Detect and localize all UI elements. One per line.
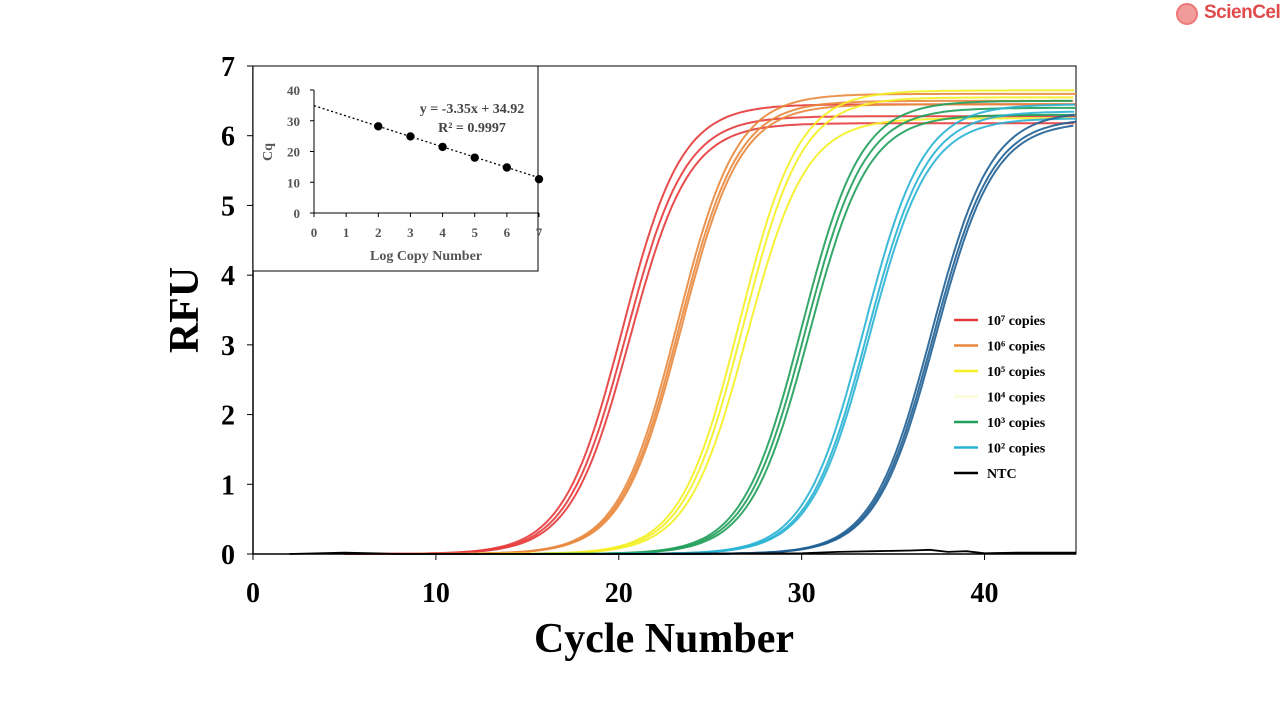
x-tick-label: 10 <box>422 578 450 609</box>
inset-x-ticks: 0 1 2 3 4 5 6 7 <box>311 213 543 240</box>
legend-label: 10⁶ copies <box>987 340 1046 355</box>
brand-logo: ScienCell <box>1174 0 1280 34</box>
x-tick-label: 40 <box>971 578 999 609</box>
legend-label: 10⁴ copies <box>987 391 1046 406</box>
inset-x-tick-label: 7 <box>536 225 543 240</box>
legend-label: NTC <box>987 467 1017 482</box>
inset-trendline <box>313 105 540 179</box>
inset-r-squared: R² = 0.9997 <box>438 121 506 136</box>
legend-label: 10³ copies <box>987 416 1046 431</box>
y-tick-label: 4 <box>221 261 235 292</box>
inset-y-tick-label: 40 <box>287 83 300 98</box>
x-axis-ticks: 0 10 20 30 40 <box>246 554 999 609</box>
inset-data-point <box>374 122 383 131</box>
x-tick-label: 0 <box>246 578 260 609</box>
inset-x-tick-label: 4 <box>439 225 446 240</box>
y-tick-label: 7 <box>221 52 235 83</box>
inset-y-tick-label: 20 <box>287 145 300 160</box>
inset-equation: y = -3.35x + 34.92 <box>420 102 525 117</box>
amplification-curve <box>531 113 1076 555</box>
inset-data-point <box>406 132 415 141</box>
standard-curve-inset: 0 1 2 3 4 5 6 7 0 10 20 30 40 y = -3.35x + 34.92 R²… <box>252 65 544 272</box>
inset-y-ticks: 0 10 20 30 40 <box>287 83 314 221</box>
inset-x-tick-label: 1 <box>343 225 350 240</box>
inset-x-tick-label: 5 <box>471 225 478 240</box>
y-tick-label: 3 <box>221 331 235 362</box>
y-tick-label: 1 <box>221 470 235 501</box>
inset-x-tick-label: 3 <box>407 225 414 240</box>
y-axis-title: RFU <box>162 267 208 353</box>
x-tick-label: 20 <box>605 578 633 609</box>
y-tick-label: 2 <box>221 401 235 432</box>
amplification-curve <box>591 117 1076 555</box>
y-tick-label: 6 <box>221 122 235 153</box>
y-tick-label: 0 <box>221 540 235 571</box>
amplification-curve <box>461 89 1075 555</box>
inset-y-tick-label: 10 <box>287 175 300 190</box>
inset-y-tick-label: 0 <box>294 206 301 221</box>
sciencell-logo-icon <box>1176 3 1198 25</box>
inset-data-point <box>438 142 447 152</box>
amplification-curve <box>585 103 1076 555</box>
amplification-curve <box>589 110 1075 555</box>
inset-data-point <box>502 163 512 172</box>
amplification-curve <box>468 117 1073 555</box>
legend-label: 10² copies <box>987 442 1046 457</box>
amplification-curve <box>653 113 1075 555</box>
amplification-curve <box>403 103 1076 555</box>
amplification-curves <box>344 89 1077 555</box>
inset-y-title: Cq <box>261 143 276 161</box>
legend-label: 10⁷ copies <box>987 314 1046 329</box>
inset-points <box>374 122 544 184</box>
y-tick-label: 5 <box>221 191 235 222</box>
inset-x-tick-label: 2 <box>375 225 382 240</box>
inset-x-title: Log Copy Number <box>370 249 482 264</box>
legend: 10⁷ copies 10⁶ copies 10⁵ copies 10⁴ copies… <box>954 314 1046 482</box>
inset-y-tick-label: 30 <box>287 114 300 129</box>
legend-label: 10⁵ copies <box>987 365 1046 380</box>
brand-name: ScienCell <box>1204 2 1280 23</box>
y-axis-ticks: 0 1 2 3 4 5 6 7 <box>221 52 253 571</box>
x-tick-label: 30 <box>788 578 816 609</box>
inset-x-tick-label: 6 <box>504 225 511 240</box>
inset-data-point <box>534 174 544 184</box>
amplification-curve <box>351 122 1075 555</box>
inset-data-point <box>470 153 479 162</box>
amplification-curve <box>465 96 1074 555</box>
inset-frame <box>252 65 539 272</box>
x-axis-title: Cycle Number <box>534 616 794 662</box>
inset-x-tick-label: 0 <box>311 225 318 240</box>
